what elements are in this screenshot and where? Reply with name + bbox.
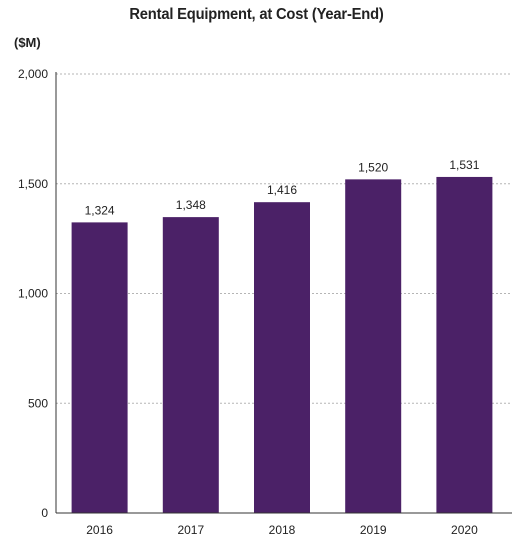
bar	[71, 222, 128, 513]
y-axis-ticks: 0 500 1,000 1,500 2,000	[18, 67, 48, 520]
x-tick-label: 2017	[177, 523, 204, 537]
bar-value-label: 1,416	[267, 183, 297, 197]
bar-value-label: 1,520	[358, 160, 388, 174]
axes	[55, 72, 512, 514]
y-tick-label: 500	[28, 396, 48, 410]
bar	[162, 217, 219, 513]
y-tick-label: 1,500	[18, 177, 48, 191]
x-tick-label: 2018	[269, 523, 296, 537]
x-axis-ticks: 2016 2017 2018 2019 2020	[86, 523, 478, 537]
x-tick-label: 2020	[451, 523, 478, 537]
bar-value-label: 1,324	[85, 203, 115, 217]
bar-value-label: 1,348	[176, 198, 206, 212]
bar	[345, 179, 402, 514]
y-tick-label: 1,000	[18, 287, 48, 301]
data-labels: 1,324 1,348 1,416 1,520 1,531	[85, 158, 480, 217]
x-tick-label: 2019	[360, 523, 387, 537]
bars	[71, 176, 493, 514]
bar	[436, 176, 493, 513]
bar	[254, 202, 310, 514]
bar-value-label: 1,531	[449, 158, 479, 172]
y-unit-label: ($M)	[14, 35, 41, 50]
y-tick-label: 0	[41, 506, 48, 520]
y-tick-label: 2,000	[18, 67, 48, 81]
chart-title: Rental Equipment, at Cost (Year-End)	[129, 6, 384, 23]
x-tick-label: 2016	[86, 523, 113, 537]
